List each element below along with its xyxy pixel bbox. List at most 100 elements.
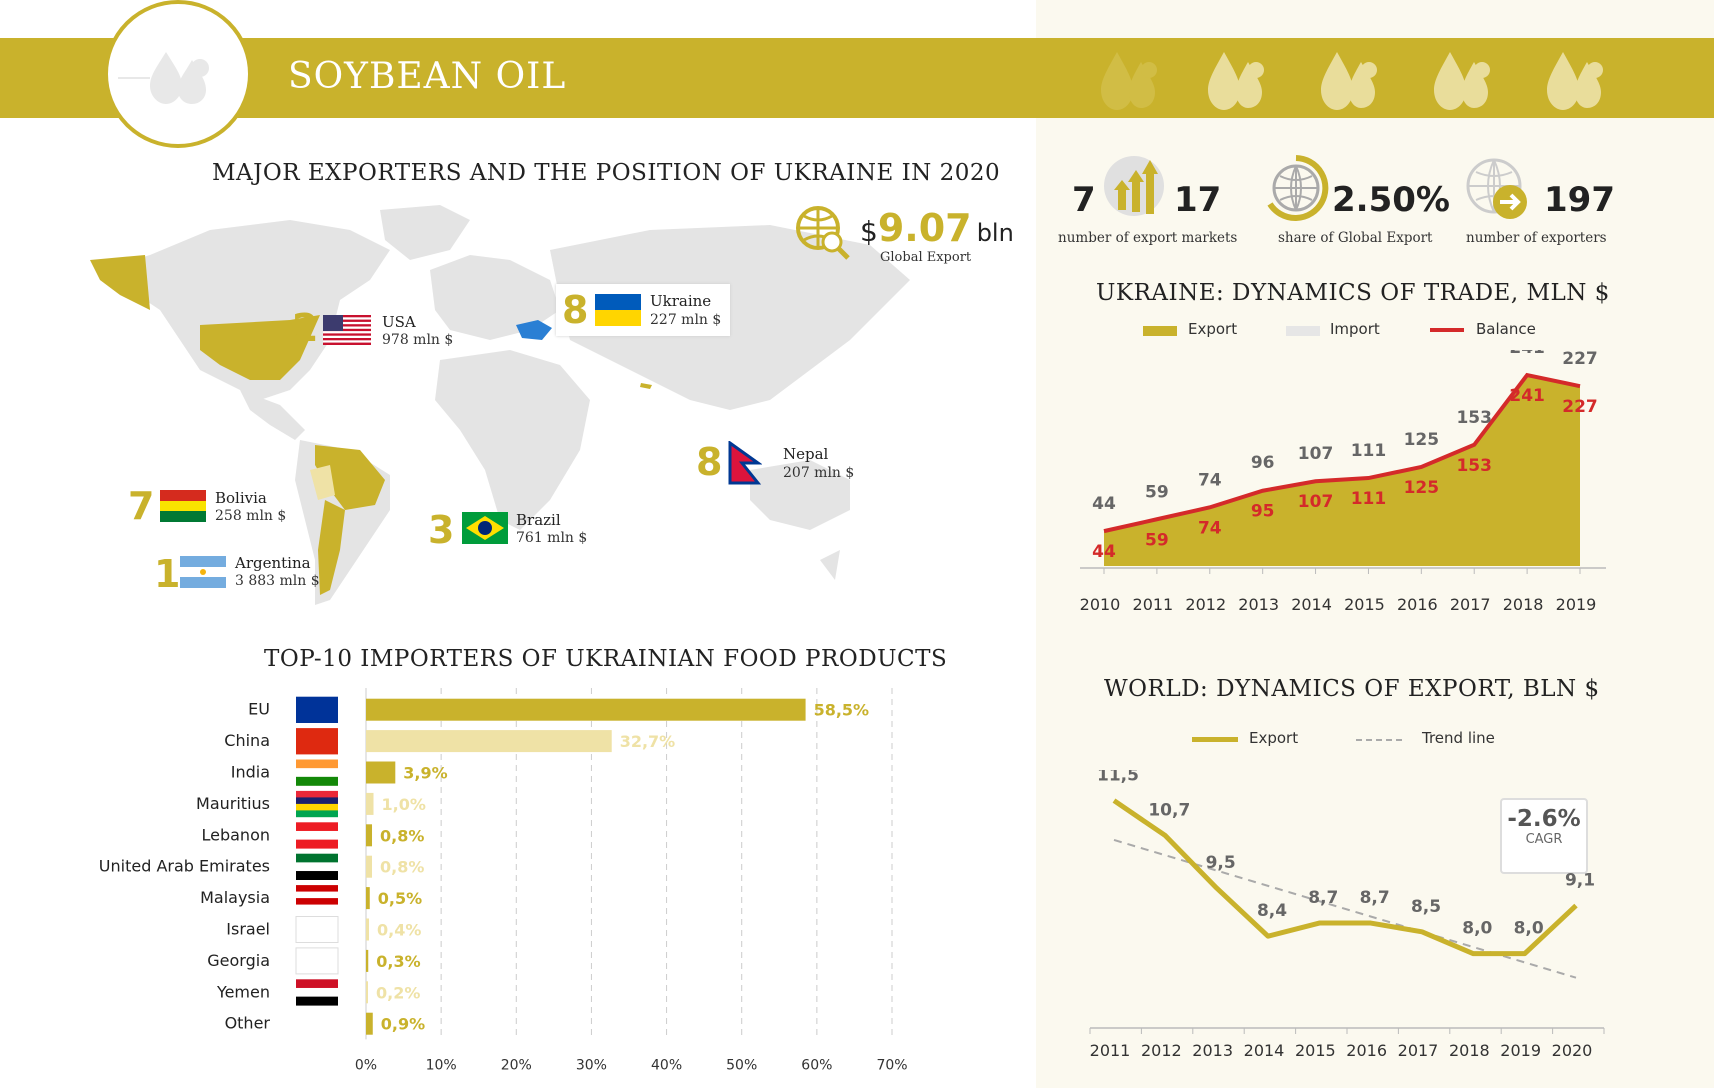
rank-brazil: 3 xyxy=(428,508,455,552)
flag-border xyxy=(295,947,339,975)
argentina-shape xyxy=(318,500,345,595)
label-bolivia: Bolivia xyxy=(215,489,267,507)
flag-stripe xyxy=(296,898,338,905)
bar xyxy=(366,730,612,753)
bar xyxy=(366,918,370,941)
data-value-label: 11,5 xyxy=(1097,770,1139,786)
x-tick-label: 50% xyxy=(726,1057,757,1073)
data-value-label: 8,7 xyxy=(1308,888,1338,908)
legend-balance-swatch xyxy=(1430,328,1464,332)
flag-usa-icon xyxy=(323,315,371,345)
x-tick-label: 2016 xyxy=(1346,1041,1387,1060)
globe-arrows-icon xyxy=(1104,156,1164,216)
x-tick-label: 2012 xyxy=(1185,595,1226,614)
category-label: India xyxy=(231,763,270,782)
alaska-shape xyxy=(90,255,150,310)
flag-stripe xyxy=(296,862,338,872)
flag-bolivia-icon xyxy=(160,490,206,522)
data-value-label: 8,0 xyxy=(1514,919,1544,939)
bar xyxy=(366,698,806,721)
flag-stripe xyxy=(296,904,338,912)
x-tick-label: 2011 xyxy=(1133,595,1174,614)
flag-stripe xyxy=(296,979,338,989)
x-tick-label: 2017 xyxy=(1398,1041,1439,1060)
cagr-value: -2.6% xyxy=(1507,806,1581,832)
x-tick-label: 2013 xyxy=(1192,1041,1233,1060)
label-brazil: Brazil xyxy=(516,511,561,529)
bar-value-label: 32,7% xyxy=(620,732,676,751)
map-title: MAJOR EXPORTERS AND THE POSITION OF UKRA… xyxy=(212,160,1001,186)
ukraine-callout xyxy=(556,284,730,336)
flag-stripe xyxy=(296,853,338,863)
flag-stripe xyxy=(296,797,338,805)
x-tick-label: 20% xyxy=(501,1057,532,1073)
flag-ukraine-icon xyxy=(595,294,641,326)
flag-stripe xyxy=(296,916,338,943)
export-area xyxy=(1104,375,1580,566)
balance-line xyxy=(1103,372,1581,534)
balance-value-label: 125 xyxy=(1404,478,1440,498)
data-value-label: 10,7 xyxy=(1148,801,1190,821)
flag-stripe xyxy=(296,768,338,778)
value-nepal: 207 mln $ xyxy=(783,465,855,481)
flag-stripe xyxy=(296,728,338,755)
legend-balance-label: Balance xyxy=(1476,320,1536,338)
bar xyxy=(366,792,374,815)
legend-trend-swatch xyxy=(1356,739,1402,741)
x-tick-label: 2018 xyxy=(1503,595,1544,614)
category-label: Mauritius xyxy=(196,794,270,813)
x-tick-label: 2014 xyxy=(1291,595,1332,614)
x-tick-label: 2015 xyxy=(1295,1041,1336,1060)
flag-stripe xyxy=(296,830,338,840)
kpi-exporters-value: 197 xyxy=(1544,180,1615,220)
globe-search-icon xyxy=(796,206,850,260)
export-value-label: 59 xyxy=(1145,482,1169,502)
flag-argentina-icon xyxy=(180,556,226,588)
rank-argentina: 1 xyxy=(154,552,181,596)
x-tick-label: 2018 xyxy=(1449,1041,1490,1060)
flag-stripe xyxy=(296,790,338,798)
kpi-markets-right: 17 xyxy=(1174,180,1222,220)
world-export-chart: 2011 11,5 2012 10,7 2013 9,5 2014 8,4 2015 8,7 201… xyxy=(1089,770,1605,1060)
flag-stripe xyxy=(296,822,338,832)
bar-value-label: 0,4% xyxy=(377,921,421,940)
flag-stripe xyxy=(296,885,338,892)
export-value-label: 241 xyxy=(1509,350,1545,358)
usa-shape xyxy=(200,315,320,380)
balance-value-label: 74 xyxy=(1198,518,1222,538)
export-value-label: 153 xyxy=(1456,408,1492,428)
x-tick-label: 10% xyxy=(426,1057,457,1073)
x-tick-label: 60% xyxy=(801,1057,832,1073)
category-label: Yemen xyxy=(216,982,270,1001)
importers-bar-chart: 0% 10% 20% 30% 40% 50% 60% 70% EU 58,5% China 32,7%… xyxy=(99,688,908,1073)
flag-brazil-icon xyxy=(462,512,508,544)
flag-stripe xyxy=(296,987,338,997)
export-value-label: 74 xyxy=(1198,470,1222,490)
flag-stripe xyxy=(296,871,338,880)
cagr-label: CAGR xyxy=(1525,832,1563,847)
x-tick-label: 2017 xyxy=(1450,595,1491,614)
kpi-share-caption: share of Global Export xyxy=(1278,230,1433,246)
bar xyxy=(366,855,373,878)
flag-border xyxy=(295,916,339,943)
rank-bolivia: 7 xyxy=(128,484,155,528)
category-label: Israel xyxy=(226,920,270,939)
rank-nepal: 8 xyxy=(696,440,723,484)
page-title: SOYBEAN OIL xyxy=(288,56,567,97)
flag-stripe xyxy=(296,996,338,1006)
global-export-caption: Global Export xyxy=(880,250,972,265)
category-label: Georgia xyxy=(207,951,270,970)
label-argentina: Argentina xyxy=(235,554,311,572)
nepal-shape xyxy=(640,383,652,389)
flag-stripe xyxy=(296,810,338,818)
balance-value-label: 153 xyxy=(1456,456,1492,476)
bar-value-label: 0,8% xyxy=(380,826,424,845)
flag-stripe xyxy=(296,947,338,975)
bar-value-label: 0,3% xyxy=(376,952,420,971)
balance-value-label: 95 xyxy=(1251,502,1275,522)
x-tick-label: 2014 xyxy=(1244,1041,1285,1060)
label-usa: USA xyxy=(382,313,416,331)
rank-ukraine: 8 xyxy=(562,288,589,332)
legend-export-label: Export xyxy=(1188,320,1238,338)
x-tick-label: 2019 xyxy=(1556,595,1597,614)
